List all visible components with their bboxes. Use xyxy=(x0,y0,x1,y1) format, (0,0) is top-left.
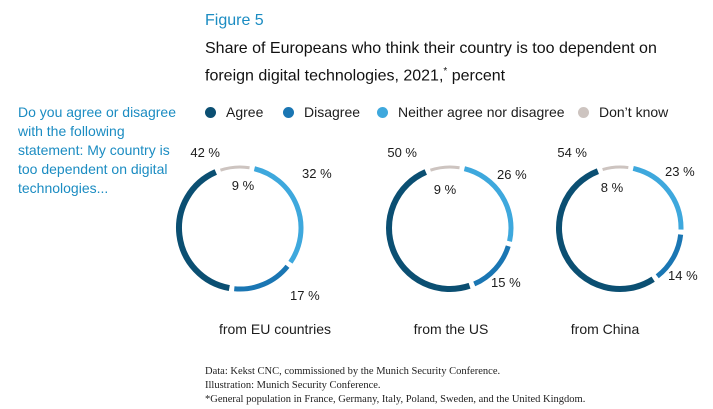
chart-title: Share of Europeans who think their count… xyxy=(205,37,710,87)
source-line-illustration: Illustration: Munich Security Conference… xyxy=(205,380,381,391)
source-line-data: Data: Kekst CNC, commissioned by the Mun… xyxy=(205,366,501,377)
legend-label-disagree: Disagree xyxy=(304,104,361,120)
value-label-disagree: 14 % xyxy=(668,268,698,283)
legend-label-agree: Agree xyxy=(226,104,264,120)
value-label-dont-know: 9 % xyxy=(434,182,457,197)
value-label-agree: 54 % xyxy=(557,145,587,160)
figure-label: Figure 5 xyxy=(205,12,264,29)
donut-title: from China xyxy=(571,321,640,337)
donut-title: from the US xyxy=(414,321,489,337)
donut-chart-0: 42 % 17 % 32 % 9 % from EU countries xyxy=(176,145,332,337)
donut-slice-agree xyxy=(556,168,655,292)
legend-dot-agree xyxy=(205,107,216,118)
value-label-disagree: 15 % xyxy=(491,275,521,290)
survey-question: Do you agree or disagree with the follow… xyxy=(18,104,176,196)
chart-title-text: Share of Europeans who think their count… xyxy=(205,40,657,85)
chart-title-suffix: percent xyxy=(447,67,506,85)
value-label-agree: 50 % xyxy=(387,145,417,160)
legend-item-disagree: Disagree xyxy=(283,104,360,120)
title-footnote-marker: * xyxy=(443,66,448,77)
source-line-footnote: *General population in France, Germany, … xyxy=(205,394,586,405)
value-label-neither: 23 % xyxy=(665,164,695,179)
donut-slice-agree xyxy=(385,169,471,292)
legend-dot-disagree xyxy=(283,107,294,118)
value-label-agree: 42 % xyxy=(190,145,220,160)
donut-slice-disagree xyxy=(234,264,290,292)
donut-slice-dont-know xyxy=(602,165,629,171)
source-notes: Data: Kekst CNC, commissioned by the Mun… xyxy=(205,365,585,407)
value-label-dont-know: 8 % xyxy=(601,180,624,195)
value-label-dont-know: 9 % xyxy=(232,178,255,193)
legend-item-agree: Agree xyxy=(205,104,263,120)
legend-item-dont-know: Don’t know xyxy=(578,104,668,120)
legend-label-neither: Neither agree nor disagree xyxy=(398,104,565,120)
legend-item-neither: Neither agree nor disagree xyxy=(377,104,565,120)
legend-dot-dont-know xyxy=(578,107,589,118)
donut-slice-neither xyxy=(253,166,304,264)
donut-slice-agree xyxy=(176,169,230,292)
legend-label-dont-know: Don’t know xyxy=(599,104,669,120)
donut-chart-2: 54 % 14 % 23 % 8 % from China xyxy=(556,145,698,337)
donut-chart-1: 50 % 15 % 26 % 9 % from the US xyxy=(385,145,527,337)
legend-dot-neither xyxy=(377,107,388,118)
value-label-disagree: 17 % xyxy=(290,288,320,303)
donut-slice-disagree xyxy=(473,245,511,287)
donut-slice-neither xyxy=(632,166,684,230)
donut-title: from EU countries xyxy=(219,321,331,337)
donut-slice-neither xyxy=(463,166,514,242)
value-label-neither: 26 % xyxy=(497,167,527,182)
donut-slice-dont-know xyxy=(429,165,460,172)
value-label-neither: 32 % xyxy=(302,166,332,181)
donut-slice-dont-know xyxy=(219,165,250,172)
donut-slice-disagree xyxy=(655,234,684,279)
